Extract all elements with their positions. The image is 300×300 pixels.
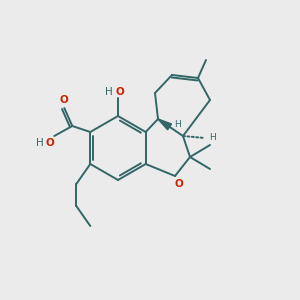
Text: H: H <box>105 87 113 97</box>
Text: O: O <box>46 138 55 148</box>
Text: O: O <box>116 87 124 97</box>
Text: O: O <box>175 179 183 189</box>
Text: H: H <box>208 134 215 142</box>
Text: O: O <box>60 95 69 105</box>
Text: H: H <box>174 120 181 129</box>
Polygon shape <box>158 119 172 130</box>
Text: H: H <box>36 138 44 148</box>
